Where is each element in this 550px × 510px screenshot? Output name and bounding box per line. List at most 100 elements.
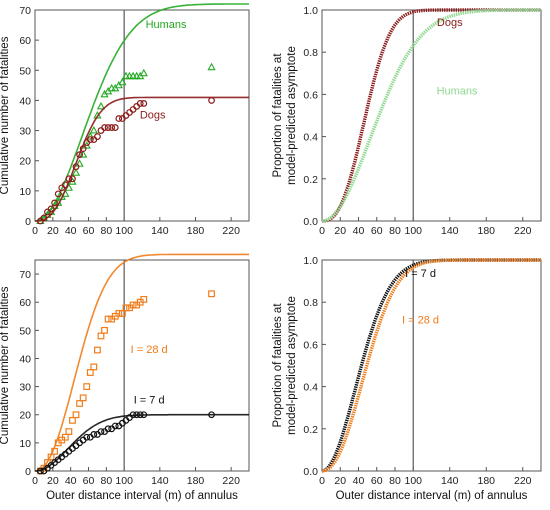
- data-point: [90, 136, 98, 144]
- y-tick-label: 0: [25, 466, 31, 478]
- panel-d: 0 20 40 60 80 100 140 180 220 0.0 0.2 0.4 0.6 0.8 1.0 P…: [272, 255, 542, 502]
- x-tick-label: 220: [222, 475, 240, 487]
- data-point: [97, 127, 105, 134]
- x-tick-label: 60: [83, 475, 95, 487]
- plot-frame: [321, 259, 542, 472]
- y-tick-label: 10: [19, 186, 31, 198]
- data-point: [108, 124, 116, 131]
- data-point: [129, 411, 137, 419]
- series-i-28-d: [321, 258, 541, 473]
- y-tick-label: 50: [19, 325, 31, 337]
- x-tick-label: 100: [115, 225, 133, 237]
- data-point: [97, 428, 105, 436]
- series-i-7-d: [321, 258, 541, 473]
- series-i-7-d: [34, 411, 249, 475]
- data-point: [118, 310, 126, 317]
- data-point: [90, 363, 98, 371]
- data-point: [133, 411, 141, 419]
- y-tick-label: 20: [19, 410, 31, 422]
- data-point: [65, 428, 73, 436]
- x-tick-label: 140: [441, 475, 459, 487]
- y-axis-label-line: model-predicted asymptote: [286, 46, 298, 185]
- x-tick-label: 220: [514, 475, 532, 487]
- y-axis-label: Cumulative number of fatalities: [0, 286, 11, 444]
- data-point: [51, 447, 59, 455]
- data-point: [51, 199, 59, 207]
- data-point: [136, 100, 144, 107]
- x-tick-label: 80: [100, 225, 112, 237]
- data-point: [72, 163, 80, 171]
- data-point: [111, 422, 119, 430]
- y-tick-label: 0.0: [303, 216, 318, 228]
- y-tick-label: 70: [19, 269, 31, 281]
- series-label: I = 7 d: [134, 394, 165, 406]
- data-point: [97, 332, 105, 340]
- x-tick-label: 180: [477, 225, 495, 237]
- y-tick-label: 20: [19, 156, 31, 168]
- x-axis-label: Outer distance interval (m) of annulus: [336, 490, 528, 502]
- data-point: [86, 132, 95, 140]
- data-point: [75, 159, 84, 167]
- data-point: [139, 68, 148, 77]
- x-tick-label: 180: [477, 475, 495, 487]
- data-point: [89, 126, 98, 134]
- x-tick-label: 80: [389, 225, 401, 237]
- data-point: [69, 175, 76, 183]
- y-tick-label: 0.8: [303, 47, 318, 59]
- x-tick-label: 20: [334, 225, 346, 237]
- y-tick-label: 0.6: [303, 339, 318, 351]
- series-dogs: [35, 96, 249, 225]
- y-tick-label: 1.0: [303, 255, 318, 267]
- data-point: [140, 411, 148, 419]
- x-tick-label: 0: [32, 225, 38, 237]
- x-tick-label: 40: [65, 475, 77, 487]
- series-humans: [321, 8, 541, 223]
- series-label: Humans: [437, 85, 478, 97]
- y-tick-label: 0.2: [303, 174, 318, 186]
- y-tick-label: 0.2: [303, 424, 318, 436]
- data-point: [133, 103, 141, 110]
- x-tick-label: 20: [334, 475, 346, 487]
- x-tick-label: 220: [514, 225, 532, 237]
- data-point: [47, 453, 55, 461]
- fit-curve: [321, 258, 541, 473]
- data-point: [115, 115, 123, 122]
- x-tick-label: 60: [83, 225, 95, 237]
- x-tick-label: 140: [441, 225, 459, 237]
- x-tick-label: 0: [32, 475, 38, 487]
- x-tick-label: 100: [404, 475, 422, 487]
- data-point: [76, 400, 83, 407]
- x-tick-label: 20: [47, 225, 59, 237]
- data-point: [126, 109, 133, 116]
- series-i-28-d: [34, 253, 249, 475]
- plot-frame: [34, 9, 250, 222]
- x-tick-label: 20: [47, 475, 59, 487]
- x-tick-label: 80: [389, 475, 401, 487]
- data-point: [208, 411, 215, 419]
- data-point: [79, 394, 87, 402]
- data-point: [36, 467, 44, 475]
- y-tick-label: 0: [25, 216, 31, 228]
- data-point: [96, 101, 106, 110]
- data-point: [94, 133, 101, 141]
- data-point: [86, 369, 94, 376]
- data-point: [83, 383, 91, 390]
- data-point: [140, 100, 148, 107]
- plot-frame: [321, 9, 542, 222]
- panel-c: 0 20 40 60 80 100 140 180 220 0 10 20 30 40 50 60 70 Cumu…: [0, 253, 250, 502]
- data-point: [61, 433, 69, 441]
- fit-curve: [34, 413, 249, 472]
- data-point: [86, 136, 94, 144]
- panel-a: 0 20 40 60 80 100 140 180 220 0 10 20 30 40 50 60 70 Cumu…: [0, 3, 250, 237]
- series-label: I = 7 d: [405, 268, 436, 280]
- data-point: [129, 301, 137, 309]
- data-point: [79, 145, 87, 153]
- data-point: [207, 62, 216, 71]
- x-tick-label: 180: [187, 225, 205, 237]
- y-axis-label: Cumulative number of fatalities: [0, 36, 11, 194]
- y-axis-label: Proportion of fatalities at model-predict…: [272, 46, 298, 185]
- x-tick-label: 40: [353, 225, 365, 237]
- x-tick-label: 180: [187, 475, 205, 487]
